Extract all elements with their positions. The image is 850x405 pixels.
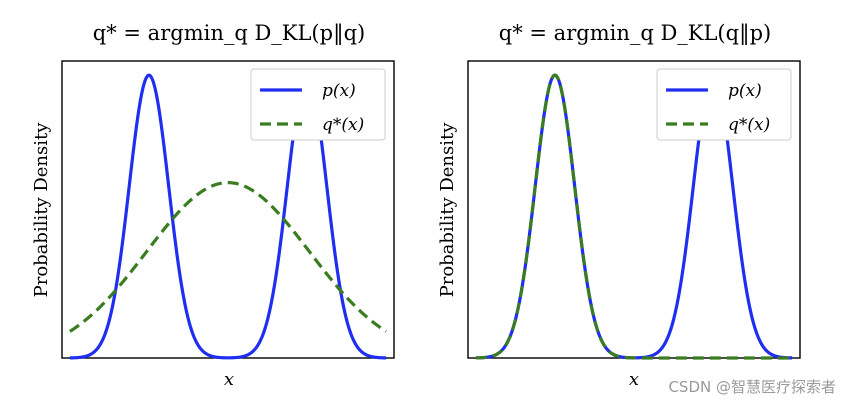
left-legend-label-p: p(x) <box>322 81 356 101</box>
right-title: q* = argmin_q D_KL(q‖p) <box>499 21 771 46</box>
right-xlabel: x <box>629 369 639 390</box>
left-legend: p(x) q*(x) <box>250 68 386 141</box>
left-ylabel: Probability Density <box>31 122 52 298</box>
left-legend-label-q: q*(x) <box>322 115 364 135</box>
left-title: q* = argmin_q D_KL(p‖q) <box>93 21 365 46</box>
right-panel: q* = argmin_q D_KL(q‖p) Probability Dens… <box>437 21 801 390</box>
right-legend-label-q: q*(x) <box>728 115 770 135</box>
right-legend-box <box>656 68 792 141</box>
right-legend: p(x) q*(x) <box>656 68 792 141</box>
right-ylabel: Probability Density <box>437 122 458 298</box>
left-series-q <box>69 181 387 333</box>
left-panel: q* = argmin_q D_KL(p‖q) Probability Dens… <box>31 21 395 390</box>
watermark: CSDN @智慧医疗探索者 <box>668 378 836 396</box>
left-xlabel: x <box>224 369 234 390</box>
right-legend-label-p: p(x) <box>728 81 762 101</box>
left-series-p <box>69 73 387 360</box>
left-legend-box <box>250 68 386 141</box>
right-series-q <box>475 73 793 360</box>
